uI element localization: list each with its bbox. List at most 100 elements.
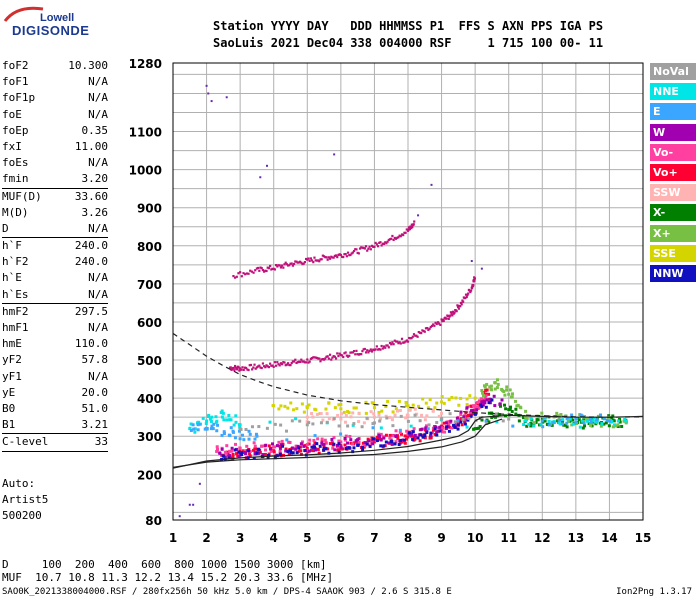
echo-point: [391, 410, 395, 414]
echo-point: [372, 440, 376, 444]
echo-point: [434, 425, 438, 429]
echo-point: [431, 428, 435, 432]
echo-point: [228, 449, 232, 453]
echo-point: [281, 363, 284, 366]
echo-point: [369, 410, 373, 414]
echo-point: [232, 366, 235, 370]
echo-point: [225, 418, 229, 422]
echo-point: [267, 366, 271, 369]
param-value: 240.0: [74, 239, 108, 253]
echo-point: [404, 437, 408, 441]
echo-point: [267, 444, 271, 448]
echo-point: [471, 404, 475, 408]
echo-point: [294, 358, 297, 361]
echo-point: [418, 439, 422, 443]
y-tick-label: 600: [137, 316, 162, 330]
echo-point: [320, 441, 324, 445]
echo-point: [333, 153, 336, 156]
echo-point: [337, 450, 341, 454]
echo-point: [463, 422, 467, 426]
echo-point: [421, 397, 425, 401]
echo-point: [233, 448, 237, 452]
header-line2: SaoLuis 2021 Dec04 338 004000 RSF 1 715 …: [213, 36, 604, 50]
echo-point: [254, 432, 258, 436]
echo-point: [524, 419, 527, 423]
echo-point: [316, 357, 320, 360]
echo-point: [360, 246, 363, 249]
echo-point: [272, 365, 275, 368]
echo-point: [237, 429, 241, 433]
echo-point: [478, 401, 482, 405]
param-value: 3.21: [81, 418, 109, 432]
echo-point: [484, 405, 488, 409]
y-tick-label: 500: [137, 354, 162, 368]
echo-point: [423, 418, 427, 422]
echo-point: [439, 323, 442, 327]
echo-point: [577, 418, 581, 422]
echo-point: [558, 418, 562, 422]
echo-point: [326, 355, 329, 358]
echo-point: [368, 245, 371, 248]
echo-point: [271, 267, 274, 270]
echo-point: [604, 421, 608, 425]
legend-entry: Vo-: [650, 143, 696, 161]
echo-point: [312, 261, 315, 264]
echo-point: [433, 427, 437, 431]
echo-point: [361, 445, 365, 449]
echo-point: [371, 426, 375, 430]
echo-point: [624, 421, 628, 425]
echo-point: [275, 364, 278, 367]
echo-point: [438, 429, 442, 433]
echo-point: [302, 360, 305, 363]
echo-point: [260, 267, 263, 270]
echo-point: [434, 321, 437, 324]
echo-point: [578, 425, 582, 429]
echo-point: [355, 349, 358, 352]
scaled-parameters-panel: foF2 10.300 foF1 N/A foF1p N/A foE N/A foEp 0.35 f…: [2, 58, 108, 452]
echo-point: [239, 367, 242, 370]
echo-point: [462, 300, 465, 303]
echo-point: [352, 350, 356, 353]
echo-point: [473, 277, 477, 280]
x-tick-label: 14: [601, 531, 618, 545]
echo-point: [357, 252, 360, 255]
echo-point: [547, 423, 551, 427]
echo-point: [423, 433, 427, 437]
echo-point: [566, 420, 570, 424]
echo-point: [240, 368, 243, 371]
echo-point: [378, 417, 382, 421]
echo-point: [264, 366, 267, 369]
echo-point: [229, 418, 233, 422]
echo-point: [571, 418, 575, 422]
echo-point: [465, 406, 469, 410]
echo-point: [259, 366, 262, 369]
echo-point: [240, 450, 244, 454]
echo-point: [295, 260, 298, 263]
echo-point: [366, 249, 369, 252]
echo-point: [241, 366, 244, 369]
echo-point: [469, 414, 473, 418]
echo-point: [366, 437, 370, 441]
echo-point: [611, 414, 615, 418]
echo-point: [300, 358, 303, 361]
echo-point: [370, 244, 374, 247]
echo-point: [296, 361, 299, 364]
echo-point: [363, 441, 367, 445]
echo-point: [207, 92, 210, 95]
param-name: yF1: [2, 369, 22, 383]
echo-point: [392, 238, 395, 242]
echo-point: [430, 183, 433, 186]
echo-point: [445, 425, 449, 429]
polarization-legend: NoVal NNE E W Vo- Vo+ SSW X- X+ SSE NNW: [650, 63, 696, 285]
echo-point: [284, 449, 288, 453]
echo-point: [421, 434, 425, 438]
echo-point: [247, 452, 251, 456]
echo-point: [417, 214, 420, 217]
echo-point: [222, 430, 226, 434]
echo-point: [237, 450, 241, 454]
echo-point: [248, 432, 252, 436]
echo-point: [234, 364, 237, 368]
echo-point: [286, 450, 290, 454]
echo-point: [466, 418, 470, 422]
echo-point: [360, 353, 363, 356]
